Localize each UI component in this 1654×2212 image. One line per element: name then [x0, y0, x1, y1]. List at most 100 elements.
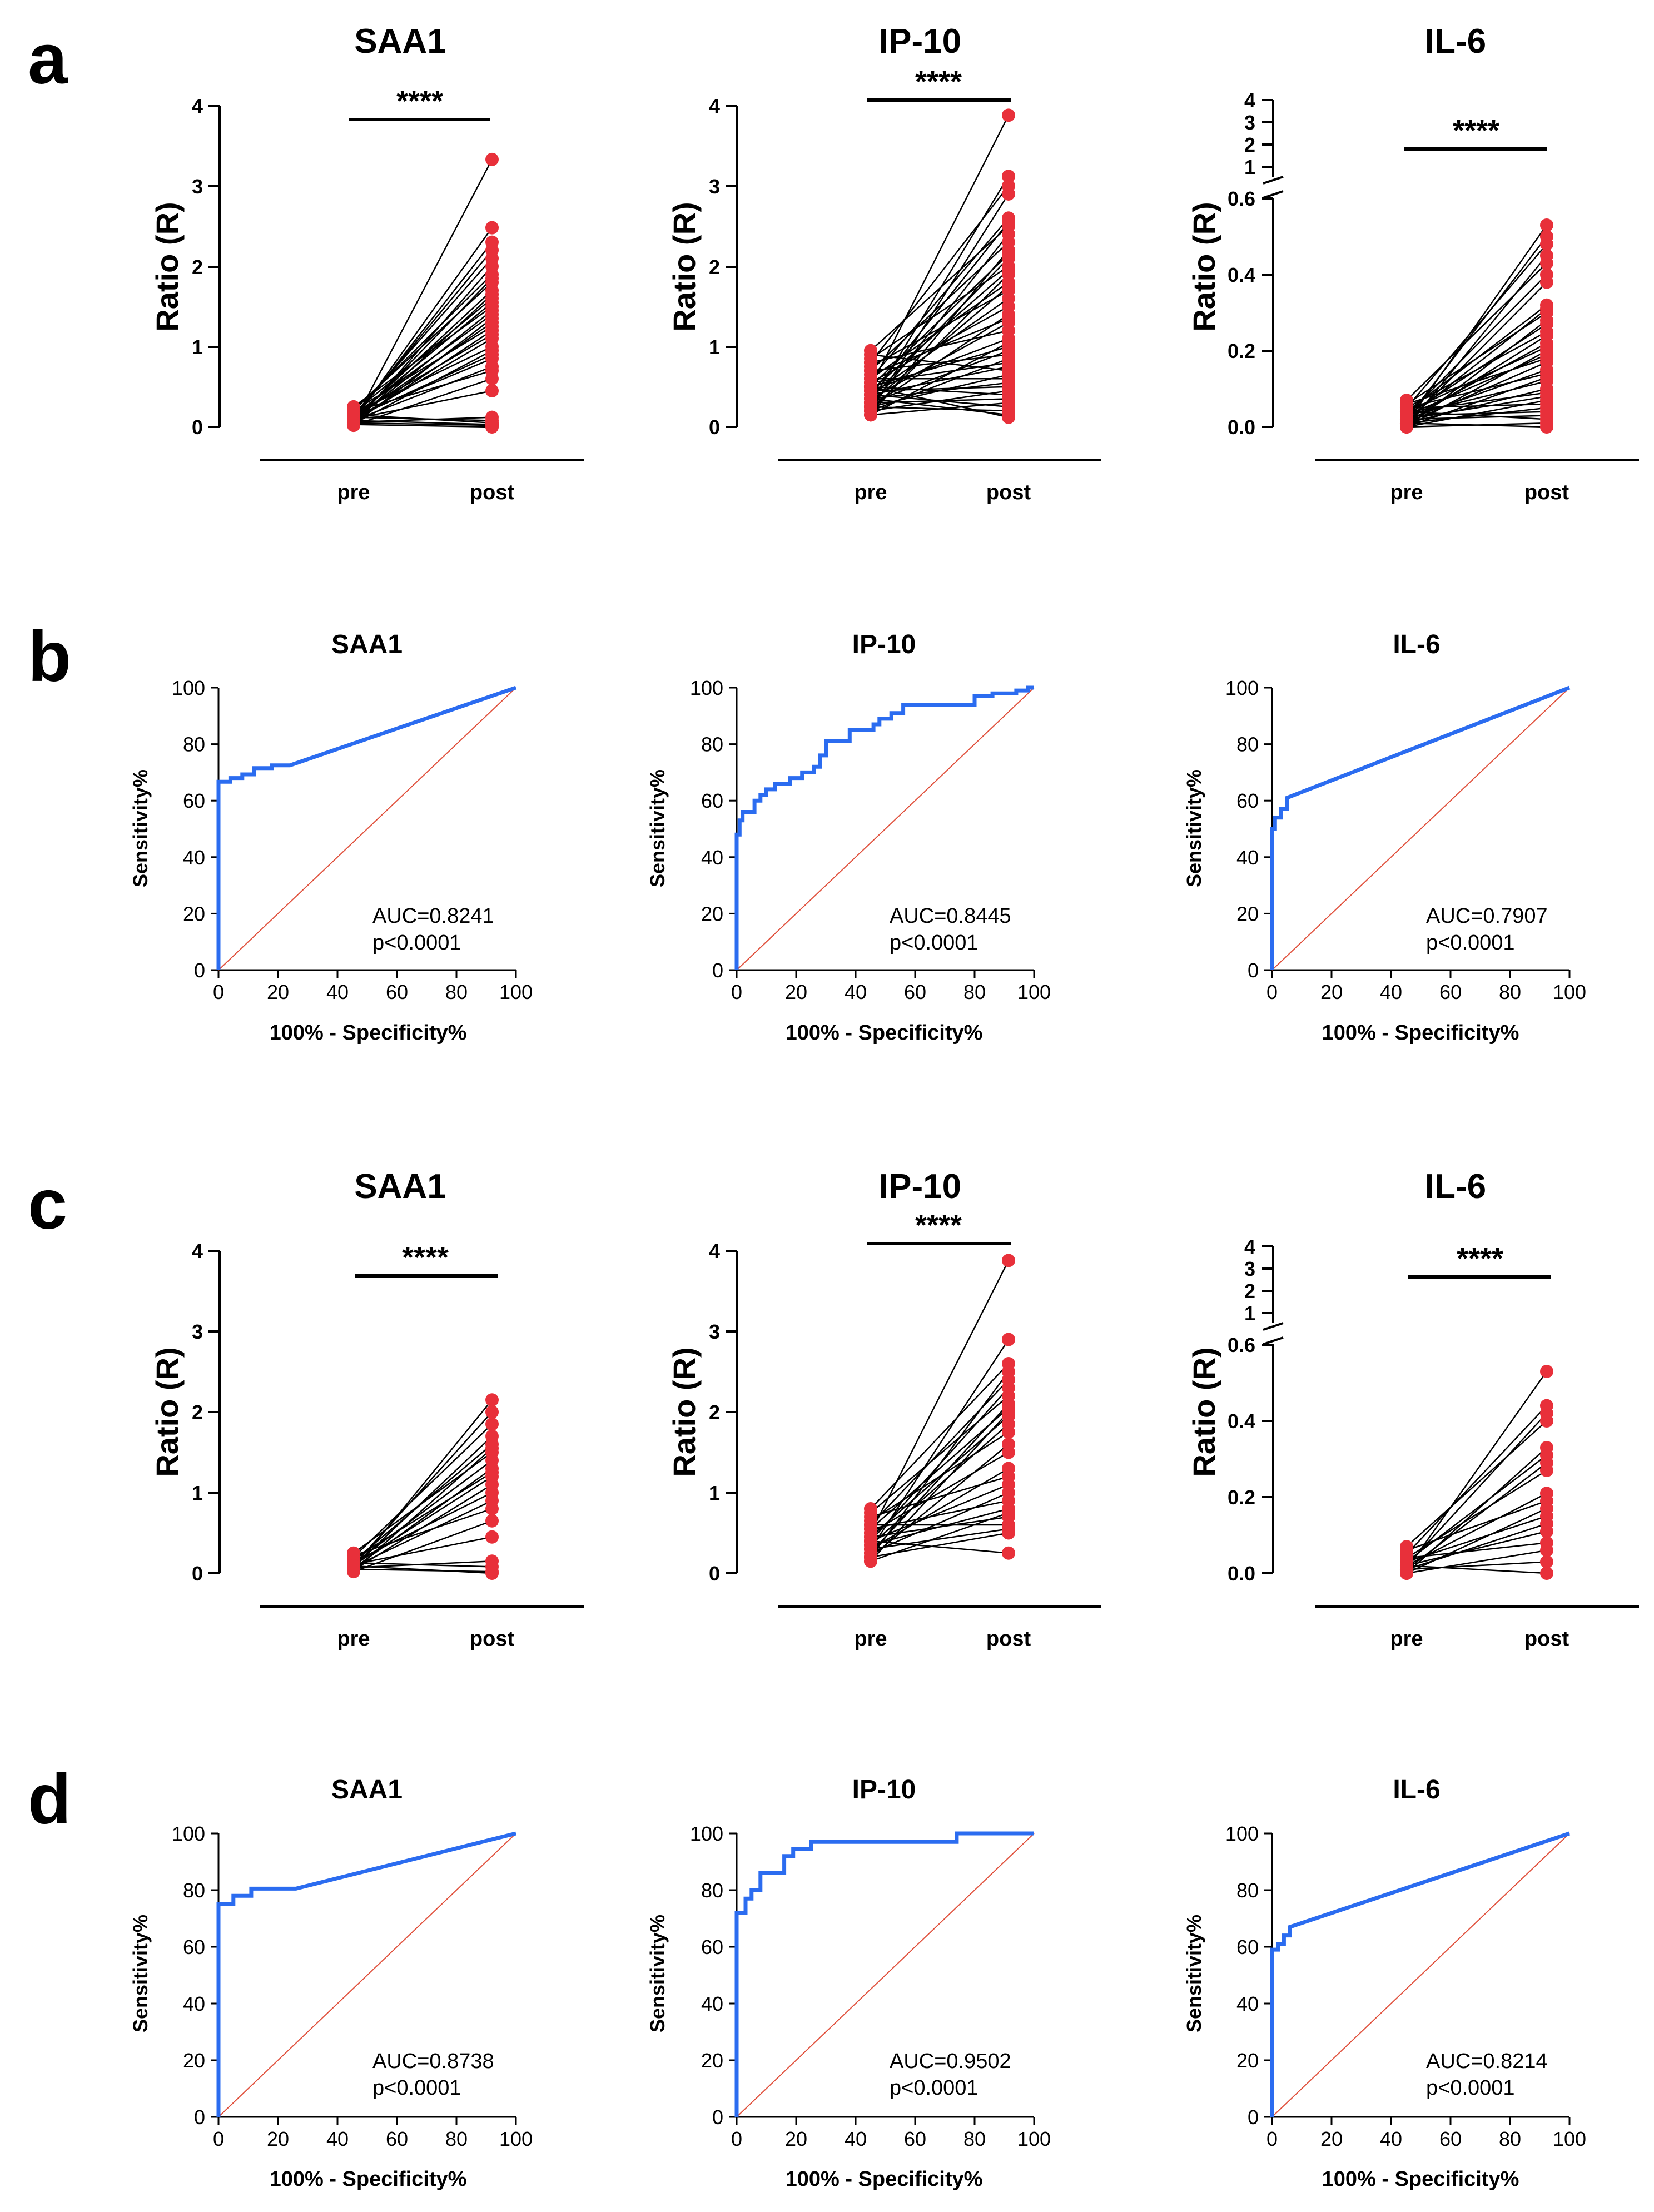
post-point [1540, 218, 1553, 232]
pair-connector-line [870, 1532, 1009, 1558]
y-tick-label: 0 [194, 959, 205, 982]
post-point [1002, 410, 1015, 424]
pre-point [864, 347, 877, 361]
y-tick-label: 20 [1236, 902, 1259, 925]
auc-value: AUC=0.8445 [890, 904, 1011, 928]
pair-connector-line [353, 1452, 493, 1554]
pre-point [864, 380, 877, 394]
pair-connector-line [353, 424, 493, 428]
y-tick-label: 1 [1244, 1302, 1255, 1325]
post-point [485, 1530, 499, 1544]
y-tick-label: 2 [1244, 133, 1255, 156]
y-tick-label: 40 [701, 1992, 723, 2015]
y-tick-label: 4 [1244, 1235, 1255, 1258]
post-point [485, 1502, 499, 1515]
data-points [1400, 218, 1553, 434]
pair-connector-line [870, 386, 1009, 418]
x-tick-label: 80 [445, 981, 468, 1003]
x-category-label: pre [1390, 1627, 1423, 1651]
post-point [1540, 1567, 1553, 1580]
pre-point [864, 392, 877, 406]
chart-a-saa1: SAA1 Ratio (R) 0 1 2 3 4 pre post **** [150, 22, 584, 504]
y-tick-label: 4 [709, 95, 720, 117]
roc-curve-line [734, 1831, 1034, 2117]
y-tick-label: 20 [701, 2049, 723, 2072]
y-tick-label: 4 [709, 1240, 720, 1262]
y-tick-label: 40 [701, 846, 723, 869]
y-tick-label: 1 [709, 1482, 720, 1504]
x-tick-label: 40 [326, 2128, 349, 2150]
y-axis-label: Ratio (R) [150, 1347, 185, 1477]
x-tick-label: 100 [499, 981, 533, 1003]
chart-a-il6: IL-6 Ratio (R) 4 3 2 1 0.0 0.2 0.4 0.6 p… [1186, 22, 1639, 504]
pair-connector-line [1406, 415, 1547, 420]
pair-connector-line [1405, 1371, 1548, 1570]
pair-connector-line [870, 337, 1009, 392]
y-axis-label: Ratio (R) [150, 202, 185, 331]
pre-point [1400, 416, 1413, 430]
panel-label-a: a [28, 19, 68, 99]
x-tick-label: 40 [1380, 981, 1402, 1003]
roc-chart: 0 20 40 60 80 100 0 20 40 60 80 100 [172, 1822, 533, 2150]
post-point [1002, 1254, 1015, 1267]
data-points [347, 1393, 499, 1580]
chart-title: SAA1 [331, 1775, 403, 1805]
x-category-label: pre [854, 1627, 887, 1651]
pair-connector-line [870, 406, 1009, 412]
roc-chart: 0 20 40 60 80 100 0 20 40 60 80 100 [1225, 1822, 1586, 2150]
y-tick-label: 100 [1225, 1822, 1259, 1845]
x-tick-label: 100 [1017, 2128, 1051, 2150]
pair-connector-line [1406, 1542, 1547, 1559]
x-tick-label: 20 [785, 2128, 807, 2150]
pair-connector-line [353, 366, 493, 421]
post-point [1002, 1445, 1015, 1459]
pair-connector-line [870, 1540, 1009, 1554]
data-points [347, 152, 499, 434]
pair-connector-line [870, 1475, 1009, 1518]
pair-connector-line [353, 314, 493, 416]
chart-title: IL-6 [1425, 1167, 1486, 1206]
y-tick-label: 40 [1236, 846, 1259, 869]
x-tick-label: 60 [904, 2128, 926, 2150]
pair-connector-line [353, 1508, 493, 1557]
pair-connector-line [353, 326, 493, 412]
pair-connector-line [870, 241, 1009, 371]
pair-connector-line [1406, 1530, 1547, 1567]
pair-connector-line [1406, 411, 1547, 416]
y-tick-label: 3 [1244, 111, 1255, 134]
y-tick-label: 20 [183, 902, 205, 925]
post-point [1540, 1524, 1553, 1538]
roc-curve-line [216, 1831, 516, 2117]
y-tick-label: 100 [172, 1822, 205, 1845]
pair-connector-line [1406, 354, 1547, 416]
post-point [1002, 108, 1015, 122]
pair-connector-line [353, 1536, 493, 1565]
pre-point [347, 417, 360, 431]
y-tick-label: 40 [183, 1992, 205, 2015]
post-point [485, 1417, 499, 1431]
pair-connector-line [1406, 346, 1547, 412]
y-tick-label: 80 [701, 1879, 723, 1902]
pair-connector-line [870, 1468, 1009, 1550]
pair-connector-line [1406, 1405, 1547, 1555]
y-axis-label: Sensitivity% [646, 769, 669, 887]
x-axis-label: 100% - Specificity% [786, 2168, 983, 2191]
post-point [1540, 256, 1553, 270]
post-point [1002, 1526, 1015, 1540]
y-axis-break [1263, 1322, 1284, 1331]
pair-connector-line [1406, 372, 1547, 409]
pair-connector-line [1406, 331, 1547, 409]
pair-connector-line [870, 394, 1009, 408]
pre-point [864, 1550, 877, 1564]
x-tick-label: 60 [386, 981, 408, 1003]
x-tick-label: 20 [267, 2128, 289, 2150]
pair-connector-line [353, 370, 493, 412]
pair-connector-line [1406, 1413, 1547, 1567]
x-category-label: post [986, 1627, 1031, 1651]
x-category-label: post [470, 481, 515, 504]
pair-connector-line [1406, 255, 1547, 428]
pair-connector-line [1406, 262, 1547, 401]
y-tick-label: 80 [1236, 733, 1259, 756]
pair-connector-line [1406, 1561, 1547, 1570]
y-tick-label: 3 [192, 175, 203, 198]
